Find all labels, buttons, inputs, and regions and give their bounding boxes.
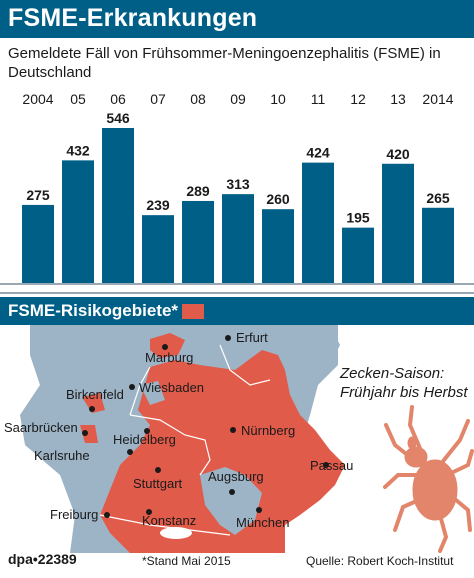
city-marker — [323, 462, 329, 468]
city-marker — [155, 467, 161, 473]
x-tick-label: 09 — [230, 91, 246, 107]
data-label: 313 — [226, 176, 250, 192]
city-label: Heidelberg — [113, 432, 176, 447]
city-marker — [146, 509, 152, 515]
data-label: 265 — [426, 190, 450, 206]
data-label: 289 — [186, 183, 210, 199]
city-label: Nürnberg — [241, 423, 295, 438]
chart-subtitle: Gemeldete Fäll von Frühsommer-Meningoenz… — [8, 45, 441, 81]
map-section-header: FSME-Risikogebiete* — [0, 297, 474, 325]
city-label: Birkenfeld — [66, 387, 124, 402]
bar — [22, 204, 54, 283]
bar — [262, 209, 294, 283]
city-label: Erfurt — [236, 330, 268, 345]
bar — [102, 128, 134, 283]
data-label: 420 — [386, 146, 410, 162]
data-label: 275 — [26, 187, 50, 203]
x-tick-label: 13 — [390, 91, 406, 107]
city-label: Augsburg — [208, 469, 264, 484]
city-label: Wiesbaden — [139, 380, 204, 395]
city-label: Freiburg — [50, 507, 98, 522]
city-marker — [144, 428, 150, 434]
city-marker — [256, 507, 262, 513]
x-tick-label: 06 — [110, 91, 126, 107]
city-label: München — [236, 515, 289, 530]
bar — [422, 207, 454, 283]
map-section-title: FSME-Risikogebiete* — [8, 301, 179, 320]
x-tick-label: 12 — [350, 91, 366, 107]
city-marker — [129, 384, 135, 390]
city-marker — [230, 427, 236, 433]
city-layer: Erfurt Marburg Birkenfeld Wiesbaden Saarbrüc… — [4, 330, 353, 530]
city-label: Karlsruhe — [34, 448, 90, 463]
city-marker — [225, 335, 231, 341]
x-tick-label: 2004 — [22, 91, 53, 107]
city-marker — [127, 449, 133, 455]
x-tick-label: 07 — [150, 91, 166, 107]
data-label: 239 — [146, 197, 170, 213]
chart-title: FSME-Erkrankungen — [8, 4, 258, 32]
non-risk-islands — [140, 381, 262, 535]
bar — [302, 162, 334, 283]
x-tick-label: 2014 — [422, 91, 453, 107]
title-bar: FSME-Erkrankungen — [0, 0, 474, 38]
x-tick-label: 08 — [190, 91, 206, 107]
risk-map: Erfurt Marburg Birkenfeld Wiesbaden Saarbrüc… — [4, 325, 474, 553]
section-divider — [0, 292, 474, 294]
risk-area-legend-swatch — [182, 304, 204, 319]
city-label: Passau — [310, 458, 353, 473]
city-label: Marburg — [145, 350, 193, 365]
data-label: 424 — [306, 145, 330, 161]
bar — [142, 215, 174, 283]
tick-season-note: Zecken-Saison: Frühjahr bis Herbst — [340, 365, 468, 401]
city-marker — [162, 344, 168, 350]
data-label: 432 — [66, 142, 90, 158]
bar — [222, 194, 254, 283]
bar — [182, 200, 214, 283]
footnote: *Stand Mai 2015 — [142, 554, 231, 568]
city-label: Stuttgart — [133, 476, 183, 491]
x-tick-label: 11 — [311, 91, 326, 107]
data-label: 546 — [106, 110, 130, 126]
city-marker — [82, 430, 88, 436]
city-marker — [229, 489, 235, 495]
city-marker — [89, 406, 95, 412]
lake-constance — [160, 527, 192, 539]
bar — [382, 163, 414, 283]
tick-icon — [383, 405, 474, 553]
data-label: 260 — [266, 191, 290, 207]
bar-chart: 2004 275 05 432 06 546 07 239 08 289 09 313 10 260 11 4… — [0, 91, 474, 285]
bar — [62, 160, 94, 283]
x-tick-label: 05 — [70, 91, 86, 107]
city-label: Konstanz — [142, 513, 196, 528]
city-marker — [104, 512, 110, 518]
x-tick-label: 10 — [270, 91, 286, 107]
bar — [342, 227, 374, 283]
data-label: 195 — [346, 210, 370, 226]
source-credit: Quelle: Robert Koch-Institut — [306, 554, 454, 568]
agency-credit: dpa•22389 — [8, 551, 77, 567]
city-label: Saarbrücken — [4, 420, 78, 435]
